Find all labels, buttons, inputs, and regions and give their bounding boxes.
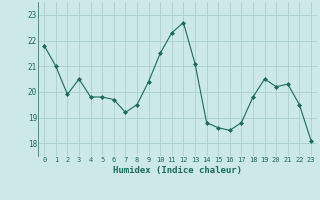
X-axis label: Humidex (Indice chaleur): Humidex (Indice chaleur) (113, 166, 242, 175)
